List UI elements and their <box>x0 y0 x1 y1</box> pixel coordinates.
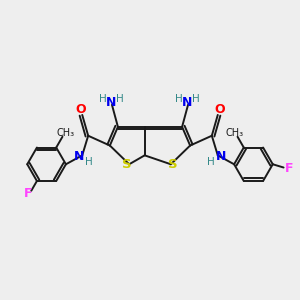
Text: O: O <box>75 103 86 116</box>
Text: S: S <box>122 158 132 171</box>
Text: CH₃: CH₃ <box>56 128 74 138</box>
Text: O: O <box>214 103 225 116</box>
Text: H: H <box>193 94 200 104</box>
Text: H: H <box>175 94 183 104</box>
Text: N: N <box>106 96 116 109</box>
Text: F: F <box>24 188 33 200</box>
Text: H: H <box>99 94 107 104</box>
Text: CH₃: CH₃ <box>226 128 244 138</box>
Text: H: H <box>207 157 215 167</box>
Text: S: S <box>168 158 178 171</box>
Text: N: N <box>74 150 84 163</box>
Text: F: F <box>284 162 293 175</box>
Text: N: N <box>216 150 226 163</box>
Text: H: H <box>116 94 124 104</box>
Text: H: H <box>85 157 93 167</box>
Text: N: N <box>182 96 193 109</box>
